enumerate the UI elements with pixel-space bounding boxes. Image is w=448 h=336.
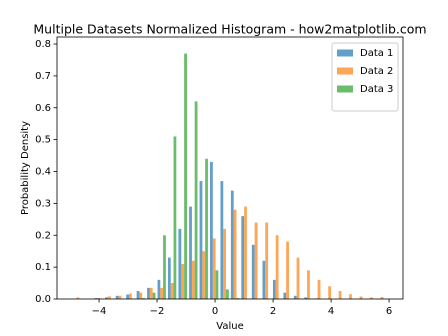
y-tick-label: 0.4: [35, 167, 51, 178]
bar: [94, 298, 98, 299]
bar: [163, 235, 166, 299]
x-tick-label: −4: [92, 306, 107, 317]
y-tick-label: 0.6: [35, 103, 51, 114]
bar: [293, 295, 297, 299]
bar: [220, 181, 224, 299]
bar: [359, 296, 363, 299]
bar: [328, 286, 332, 299]
y-tick-label: 0.2: [35, 230, 51, 241]
bar: [338, 291, 342, 299]
bar: [317, 279, 321, 299]
y-tick-label: 0.3: [35, 198, 51, 209]
bar: [105, 297, 108, 299]
bar: [254, 222, 258, 299]
bar: [152, 292, 156, 299]
bar: [139, 292, 143, 299]
x-tick-label: 6: [386, 306, 392, 317]
bar: [157, 279, 161, 299]
bar: [149, 287, 153, 299]
bar: [251, 244, 255, 299]
bar: [189, 206, 192, 299]
bar: [226, 289, 229, 299]
x-axis-label: Value: [216, 321, 243, 332]
plot-frame: [56, 36, 404, 300]
bar: [262, 260, 266, 299]
bar: [194, 101, 198, 299]
y-tick-label: 0.8: [35, 39, 51, 50]
bar: [369, 297, 373, 299]
bar: [244, 206, 247, 299]
bar: [191, 260, 195, 299]
legend-swatch: [337, 67, 353, 75]
bar: [265, 222, 269, 299]
bar: [128, 293, 132, 299]
legend-box: [331, 42, 399, 112]
bar: [202, 251, 206, 299]
bar: [380, 297, 384, 299]
bar: [184, 53, 188, 300]
bar: [118, 295, 122, 299]
bar: [115, 295, 119, 299]
bar: [215, 270, 219, 299]
bar: [210, 161, 213, 299]
bar: [142, 298, 145, 299]
bar: [97, 298, 101, 299]
bar: [349, 294, 352, 299]
y-tick-label: 0.7: [35, 71, 51, 82]
bar: [173, 136, 177, 299]
bar: [167, 257, 171, 299]
bar: [160, 287, 164, 299]
bar: [296, 257, 300, 299]
legend-label: Data 1: [360, 48, 393, 59]
bar: [212, 238, 216, 299]
bar: [223, 228, 227, 299]
bar: [236, 298, 240, 299]
x-tick-label: −2: [150, 306, 165, 317]
bar: [136, 291, 140, 299]
legend-label: Data 2: [360, 66, 393, 77]
bar: [304, 297, 308, 299]
bar: [241, 216, 245, 299]
bar: [76, 297, 80, 299]
bar: [178, 228, 182, 299]
x-tick-label: 4: [328, 306, 334, 317]
legend-swatch: [337, 49, 353, 57]
bar: [147, 287, 150, 299]
legend-swatch: [337, 85, 353, 93]
bar: [126, 294, 129, 299]
legend-label: Data 3: [360, 84, 393, 95]
bar: [283, 292, 287, 299]
bar: [199, 181, 203, 299]
x-tick-label: 0: [212, 306, 218, 317]
y-axis-label: Probability Density: [20, 121, 31, 215]
y-tick-label: 0.0: [35, 294, 51, 305]
bar: [233, 209, 237, 299]
bar: [230, 190, 234, 299]
bar: [286, 241, 289, 299]
bar: [170, 283, 174, 299]
y-tick-label: 0.1: [35, 262, 51, 273]
chart-title: Multiple Datasets Normalized Histogram -…: [33, 22, 426, 37]
x-tick-label: 2: [270, 306, 276, 317]
bar: [275, 235, 279, 299]
bar: [107, 296, 111, 299]
bar: [181, 263, 185, 299]
bar: [272, 279, 276, 299]
bar: [307, 270, 310, 299]
y-tick-label: 0.5: [35, 135, 51, 146]
bar: [205, 158, 208, 299]
